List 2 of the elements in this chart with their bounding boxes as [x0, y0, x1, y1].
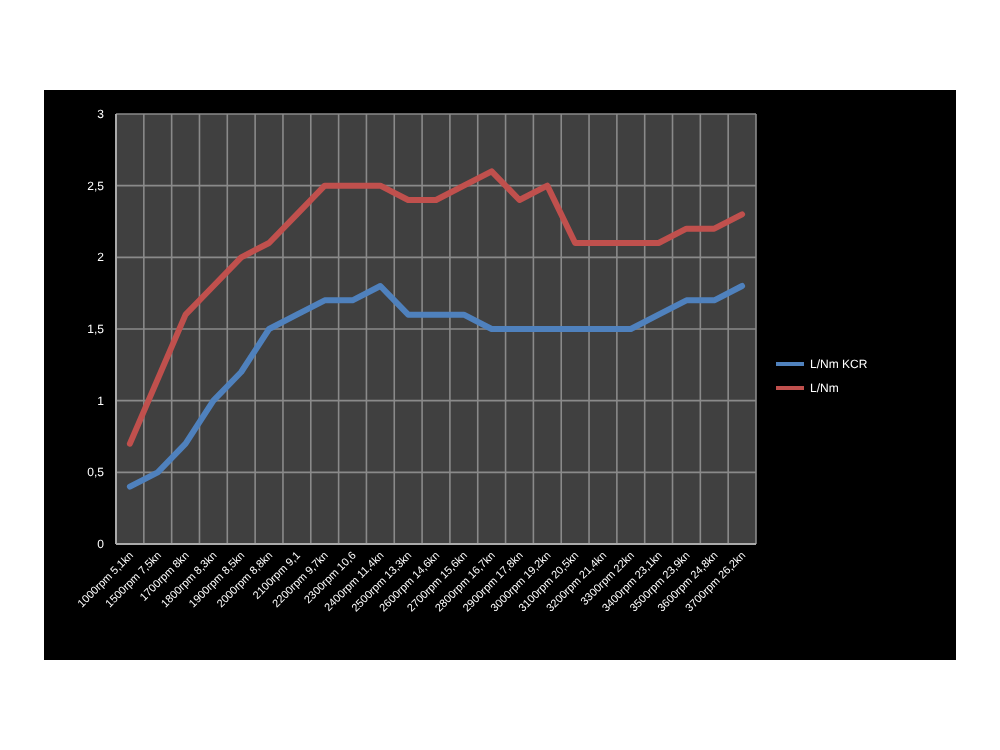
line-series	[126, 168, 746, 447]
line-series	[126, 283, 746, 490]
